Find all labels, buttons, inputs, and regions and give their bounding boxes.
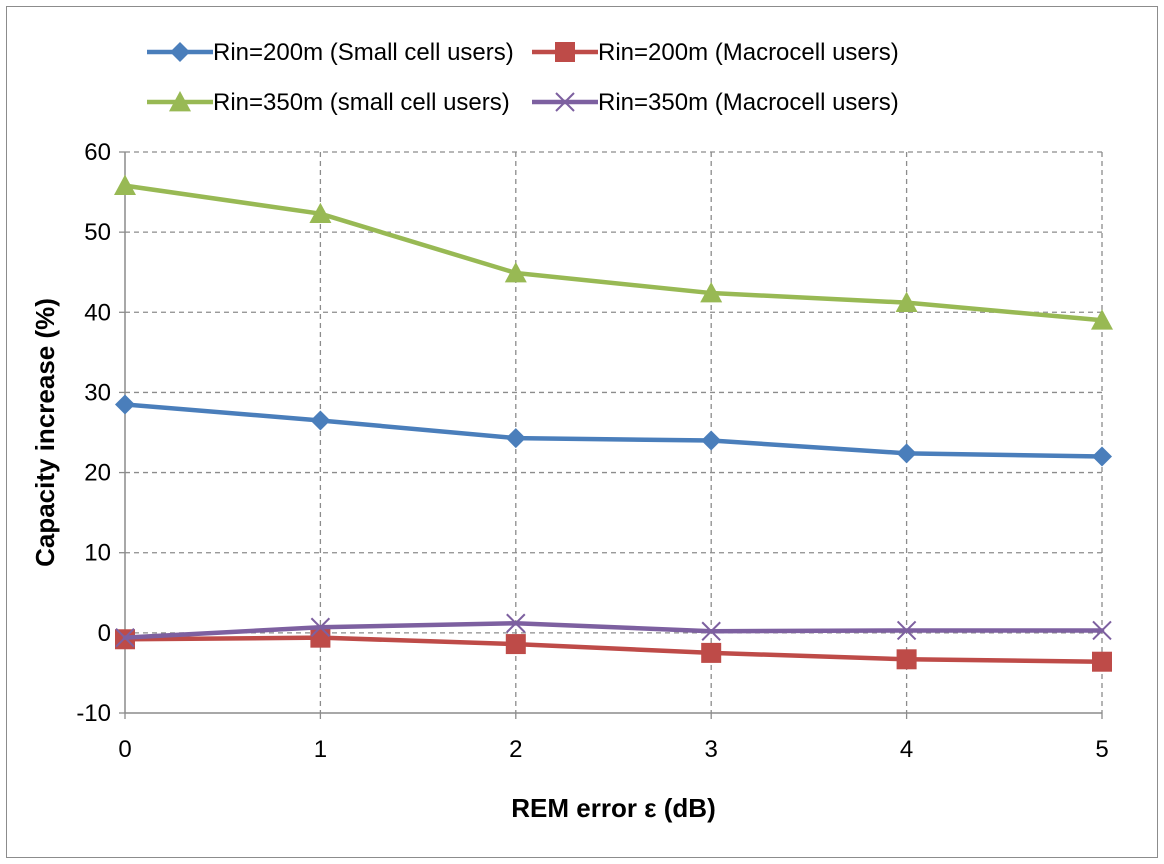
series-line xyxy=(122,183,1105,323)
data-point xyxy=(115,627,135,648)
data-point xyxy=(310,410,331,431)
x-marker-stroke xyxy=(896,620,917,641)
legend-label: Rin=350m (small cell users) xyxy=(213,89,510,116)
series-4 xyxy=(115,613,1112,648)
legend-swatch-marker xyxy=(169,91,191,112)
x-marker-stroke xyxy=(115,627,135,648)
y-tick-label: 50 xyxy=(84,219,111,246)
data-point xyxy=(896,443,917,464)
data-point xyxy=(309,202,332,224)
legend-item: Rin=350m (Macrocell users) xyxy=(532,89,899,116)
y-tick-label: 20 xyxy=(84,460,111,487)
series-3 xyxy=(114,174,1113,330)
x-axis-title: REM error ε (dB) xyxy=(511,793,715,823)
data-point xyxy=(506,613,526,633)
y-tick-label: 10 xyxy=(84,540,111,567)
data-point xyxy=(505,634,526,655)
y-axis-title: Capacity increase (%) xyxy=(30,298,60,567)
data-point xyxy=(896,649,917,670)
legend-swatch-marker xyxy=(170,42,190,62)
x-tick-label: 3 xyxy=(705,736,718,763)
x-marker-stroke xyxy=(555,92,575,112)
legend-swatch-marker xyxy=(555,42,575,62)
axes: -10 0 10 20 30 40 50 60 0 1 2 3 4 5 xyxy=(76,139,1108,763)
data-point xyxy=(1092,651,1112,672)
data-series xyxy=(114,174,1113,672)
legend-item: Rin=200m (Small cell users) xyxy=(147,39,514,66)
chart-frame: -10 0 10 20 30 40 50 60 0 1 2 3 4 5 Rin=200m (Small c… xyxy=(6,6,1158,858)
series-line xyxy=(122,635,1105,664)
y-tick-label: -10 xyxy=(76,700,111,727)
legend-label: Rin=200m (Small cell users) xyxy=(213,39,514,66)
data-point xyxy=(505,428,526,449)
data-point xyxy=(1092,620,1112,641)
data-point xyxy=(310,617,331,637)
data-point xyxy=(114,174,136,196)
series-line xyxy=(122,402,1105,459)
x-tick-label: 2 xyxy=(509,736,522,763)
x-marker-stroke xyxy=(701,621,721,641)
y-tick-label: 40 xyxy=(84,299,111,326)
x-marker-stroke xyxy=(310,617,331,637)
data-point xyxy=(896,620,917,641)
legend-item: Rin=350m (small cell users) xyxy=(147,89,510,116)
data-point xyxy=(700,282,723,303)
x-tick-label: 5 xyxy=(1095,736,1108,763)
data-point xyxy=(1092,446,1112,467)
legend: Rin=200m (Small cell users) Rin=200m (Mac… xyxy=(147,39,899,116)
x-tick-label: 0 xyxy=(118,736,131,763)
series-line xyxy=(122,620,1105,640)
legend-swatch-marker xyxy=(555,92,575,112)
gridlines xyxy=(125,151,1103,713)
data-point xyxy=(310,627,331,648)
legend-label: Rin=200m (Macrocell users) xyxy=(598,39,899,66)
series-1 xyxy=(115,394,1112,467)
y-tick-label: 60 xyxy=(84,139,111,166)
y-tick-label: 30 xyxy=(84,379,111,406)
data-point xyxy=(701,642,722,663)
x-marker-stroke xyxy=(506,613,526,633)
series-2 xyxy=(115,627,1112,672)
x-tick-label: 4 xyxy=(900,736,913,763)
x-marker-stroke xyxy=(1092,620,1112,641)
data-point xyxy=(895,291,918,313)
legend-item: Rin=200m (Macrocell users) xyxy=(532,39,899,66)
data-point xyxy=(115,394,135,415)
data-point xyxy=(701,430,722,451)
y-tick-label: 0 xyxy=(98,620,111,647)
line-chart: -10 0 10 20 30 40 50 60 0 1 2 3 4 5 Rin=200m (Small c… xyxy=(30,39,1113,823)
data-point xyxy=(701,621,721,641)
legend-label: Rin=350m (Macrocell users) xyxy=(598,89,899,116)
data-point xyxy=(1091,309,1113,330)
data-point xyxy=(504,262,527,283)
x-tick-label: 1 xyxy=(314,736,327,763)
